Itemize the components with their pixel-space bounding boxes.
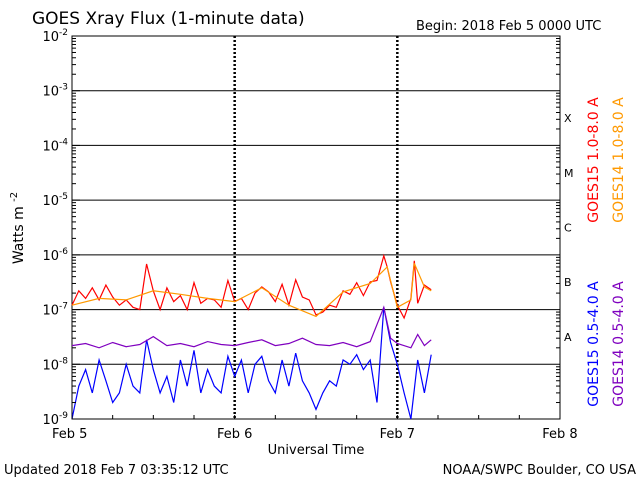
y-axis-label-text: Watts m xyxy=(11,206,27,264)
x-tick-label: Feb 5 xyxy=(52,427,87,442)
y-tick-label: 10-8 xyxy=(42,356,68,373)
x-tick-label: Feb 6 xyxy=(217,427,252,442)
flare-class-a: A xyxy=(564,331,572,344)
credit-text: NOAA/SWPC Boulder, CO USA xyxy=(443,463,636,478)
x-axis-label: Universal Time xyxy=(268,443,365,458)
data-series xyxy=(71,253,432,420)
y-tick-label: 10-2 xyxy=(42,28,68,45)
grid-lines xyxy=(72,36,560,419)
y-tick-label: 10-3 xyxy=(42,83,68,100)
flare-class-m: M xyxy=(564,167,574,180)
legend-goes14-0-5-4-0-a: GOES14 0.5-4.0 A xyxy=(611,281,627,407)
begin-timestamp: Begin: 2018 Feb 5 0000 UTC xyxy=(416,19,601,34)
series-goes14-1-0-8-0-a xyxy=(71,263,432,318)
legend-goes15-0-5-4-0-a: GOES15 0.5-4.0 A xyxy=(586,281,602,407)
x-tick-label: Feb 8 xyxy=(542,427,577,442)
flare-class-b: B xyxy=(564,276,572,289)
y-tick-label: 10-4 xyxy=(42,137,68,154)
y-tick-label: 10-5 xyxy=(42,192,68,209)
y-tick-label: 10-7 xyxy=(42,302,68,319)
flare-class-x: X xyxy=(564,112,572,125)
updated-timestamp: Updated 2018 Feb 7 03:35:12 UTC xyxy=(4,463,229,478)
legend-goes14-1-0-8-0-a: GOES14 1.0-8.0 A xyxy=(611,97,627,223)
y-tick-label: 10-6 xyxy=(42,247,68,264)
flare-class-c: C xyxy=(564,222,572,235)
flare-class-labels: A B C M X xyxy=(564,112,574,344)
y-axis-label: Watts m -2 xyxy=(9,192,27,264)
series-goes15-0-5-4-0-a xyxy=(71,307,432,420)
legend: GOES15 1.0-8.0 A GOES14 1.0-8.0 A GOES15 0… xyxy=(586,97,627,407)
plot-area xyxy=(71,35,561,420)
y-axis-label-exponent: -2 xyxy=(9,192,20,202)
y-tick-label: 10-9 xyxy=(42,411,68,428)
axes: 10-9 10-8 10-7 10-6 10-5 10-4 10-3 10-2 Feb 5 Feb… xyxy=(42,28,577,442)
svg-text:Watts m -2: Watts m -2 xyxy=(9,192,27,264)
series-goes14-0-5-4-0-a xyxy=(71,305,432,349)
x-tick-label: Feb 7 xyxy=(380,427,415,442)
legend-goes15-1-0-8-0-a: GOES15 1.0-8.0 A xyxy=(586,97,602,223)
chart-title: GOES Xray Flux (1-minute data) xyxy=(32,9,305,29)
